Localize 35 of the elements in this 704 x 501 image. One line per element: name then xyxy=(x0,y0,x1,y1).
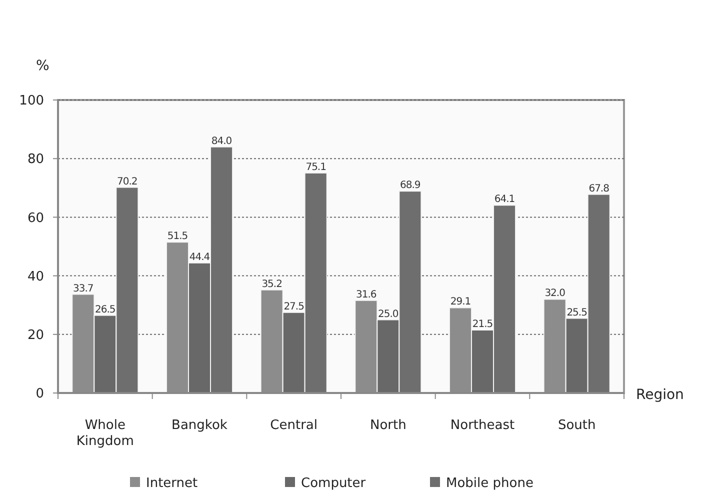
data-label: 70.2 xyxy=(117,176,138,188)
data-label: 25.5 xyxy=(566,307,588,318)
data-label: 33.7 xyxy=(73,283,94,294)
data-label: 84.0 xyxy=(211,136,232,147)
data-label: 32.0 xyxy=(544,288,566,300)
y-tick-label: 100 xyxy=(19,94,44,109)
y-tick-label: 0 xyxy=(36,386,44,402)
legend-label: Computer xyxy=(301,476,366,491)
data-label: 26.5 xyxy=(95,304,116,316)
legend-label: Internet xyxy=(146,476,198,491)
x-tick-label: Northeast xyxy=(450,418,515,433)
data-label: 31.6 xyxy=(356,289,376,300)
y-tick-label: 20 xyxy=(27,328,44,343)
y-tick-label: 80 xyxy=(27,152,44,168)
x-tick-label: Central xyxy=(270,418,318,433)
legend-label: Mobile phone xyxy=(446,476,534,491)
y-axis-title: % xyxy=(36,58,50,74)
y-tick-label: 60 xyxy=(27,210,44,226)
data-label: 64.1 xyxy=(494,194,515,206)
x-tick-label: Whole Kingdom xyxy=(76,418,134,449)
data-label: 35.2 xyxy=(262,278,282,290)
x-tick-label: Bangkok xyxy=(172,418,228,433)
data-label: 44.4 xyxy=(189,252,210,263)
x-axis-title: Region xyxy=(636,387,684,403)
data-label: 75.1 xyxy=(306,162,326,173)
data-label: 21.5 xyxy=(472,319,493,330)
x-tick-label: South xyxy=(558,418,596,433)
data-label: 51.5 xyxy=(167,231,188,242)
data-label: 29.1 xyxy=(450,296,471,308)
y-tick-label: 40 xyxy=(27,269,44,284)
x-tick-label: North xyxy=(370,418,406,433)
data-label: 68.9 xyxy=(400,180,420,192)
data-label: 67.8 xyxy=(588,183,610,194)
data-label: 27.5 xyxy=(284,301,304,312)
data-label: 25.0 xyxy=(378,308,398,320)
